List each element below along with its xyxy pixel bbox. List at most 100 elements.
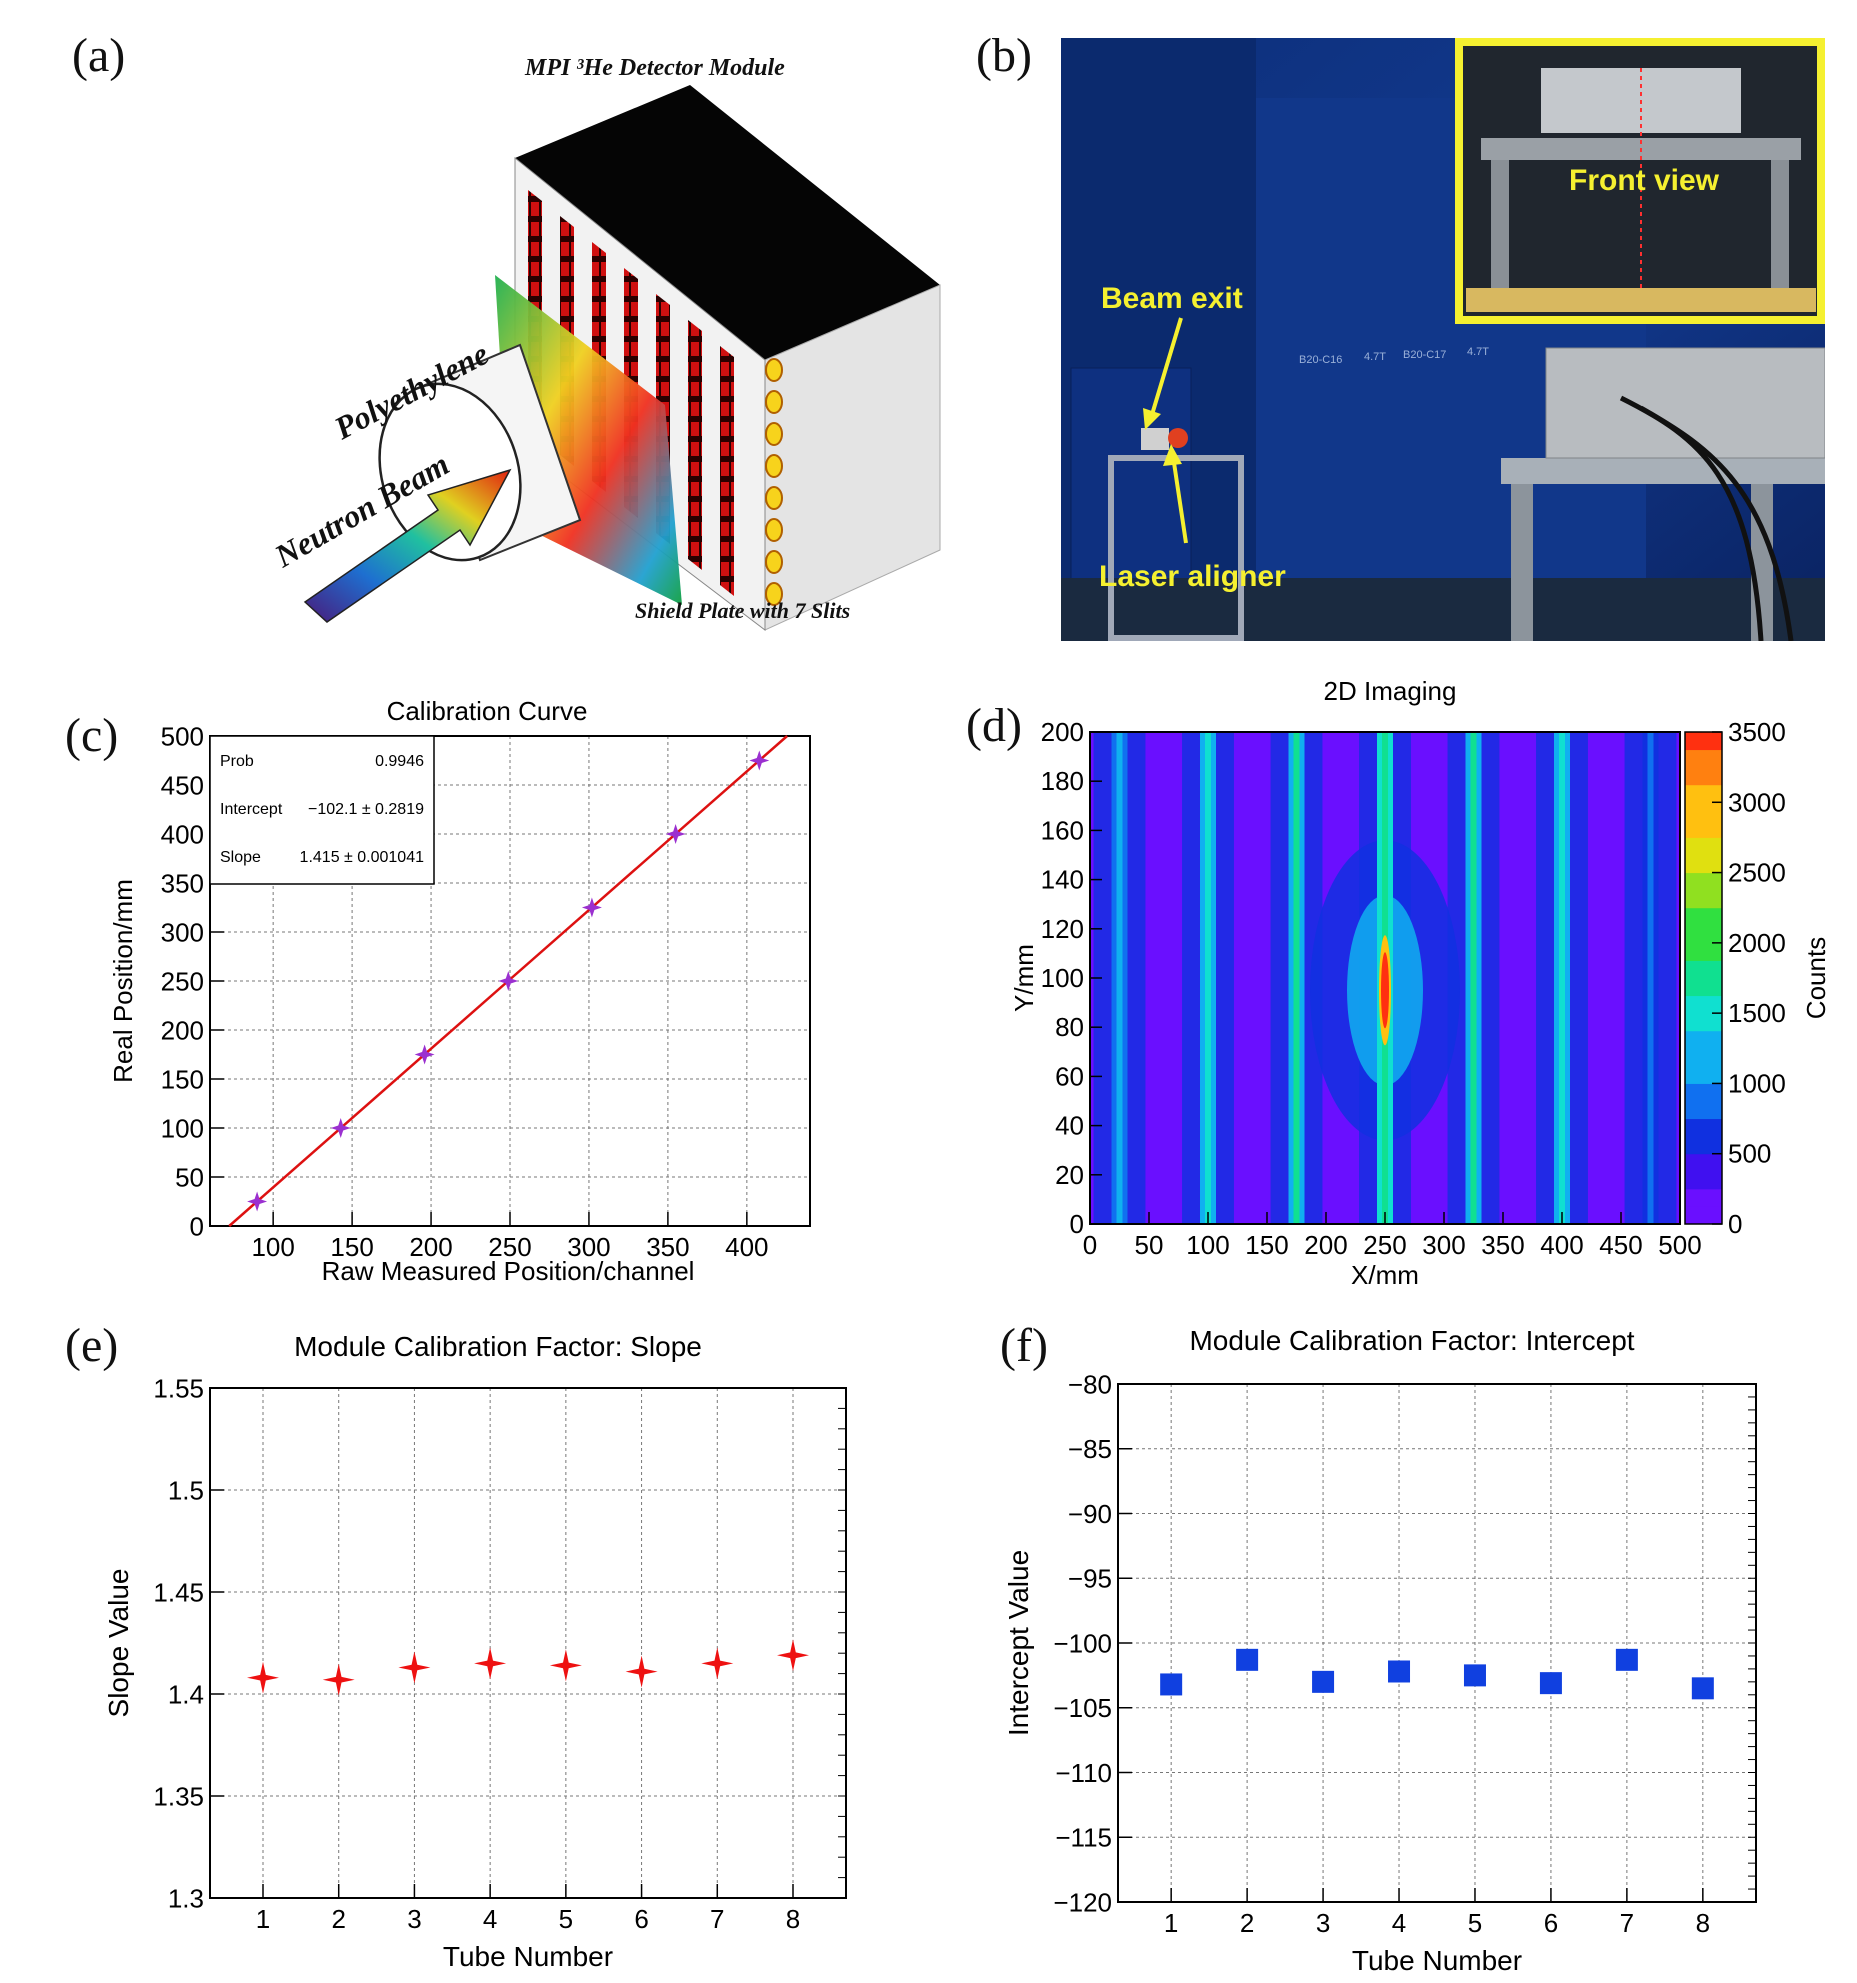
x-tick-label: 7 xyxy=(710,1904,724,1934)
x-tick-label: 5 xyxy=(1468,1908,1482,1938)
y-tick-label: −95 xyxy=(1068,1564,1112,1594)
data-point xyxy=(749,750,770,771)
wall-tag: B20-C16 xyxy=(1299,354,1342,366)
x-tick-label: 1 xyxy=(1164,1908,1178,1938)
tube-stripe-core xyxy=(1470,732,1477,1224)
colorbar-segment xyxy=(1685,784,1722,803)
shield-plate-label: Shield Plate with 7 Slits xyxy=(635,598,850,623)
laser-aligner-pointer-head xyxy=(1163,444,1182,466)
x-tick-label: 0 xyxy=(1083,1230,1097,1260)
inset-leg-left xyxy=(1491,160,1509,290)
data-point xyxy=(1312,1670,1335,1693)
colorbar-segment xyxy=(1685,1136,1722,1155)
colorbar-tick-label: 2000 xyxy=(1728,928,1786,958)
detector-table-leg-left xyxy=(1511,484,1533,641)
colorbar-segment xyxy=(1685,1101,1722,1120)
data-point xyxy=(322,1663,355,1696)
y-tick-label: 200 xyxy=(161,1015,204,1045)
x-tick-label: 1 xyxy=(256,1904,270,1934)
y-tick-label: 1.5 xyxy=(168,1475,204,1505)
y-tick-label: 20 xyxy=(1055,1160,1084,1190)
colorbar-segment xyxy=(1685,1083,1722,1102)
intercept-factor-chart: 1 2 3 4 5 6 7 8 −120 −115 −110 −105 −100 −95 −90 −85 −80… xyxy=(1003,1325,1757,1976)
x-tick-label: 3 xyxy=(1316,1908,1330,1938)
colorbar-tick-label: 3000 xyxy=(1728,787,1786,817)
y-tick-label: −85 xyxy=(1068,1434,1112,1464)
colorbar-segment xyxy=(1685,942,1722,961)
x-tick-label: 2 xyxy=(331,1904,345,1934)
colorbar-segment xyxy=(1685,960,1722,979)
y-tick-label: 180 xyxy=(1041,766,1084,796)
y-tick-label: −100 xyxy=(1053,1628,1112,1658)
y-tick-label: 450 xyxy=(161,770,204,800)
y-tick-label: 0 xyxy=(190,1211,204,1241)
colorbar-label: Counts xyxy=(1801,937,1831,1019)
y-tick-label: 250 xyxy=(161,966,204,996)
panel-letter-f: (f) xyxy=(1000,1319,1048,1372)
y-tick-label: 1.35 xyxy=(153,1781,204,1811)
x-axis-label: X/mm xyxy=(1351,1260,1419,1290)
colorbar-segment xyxy=(1685,978,1722,997)
x-tick-label: 150 xyxy=(330,1232,373,1262)
y-tick-label: 40 xyxy=(1055,1111,1084,1141)
y-tick-label: 400 xyxy=(161,819,204,849)
data-point xyxy=(1463,1664,1486,1687)
panel-a-title: MPI ³He Detector Module xyxy=(524,55,785,81)
x-tick-label: 300 xyxy=(567,1232,610,1262)
data-point xyxy=(701,1647,734,1680)
chart-title: Calibration Curve xyxy=(387,696,588,726)
colorbar-segment xyxy=(1685,749,1722,768)
tube-stripe-core xyxy=(1205,732,1211,1224)
x-tick-label: 450 xyxy=(1599,1230,1642,1260)
colorbar-segment xyxy=(1685,1206,1722,1225)
beam-exit-pointer-head xyxy=(1143,408,1161,430)
stats-label: Slope xyxy=(220,849,261,866)
hotspot-core xyxy=(1381,952,1389,1029)
wall-tag: 4.7T xyxy=(1467,346,1489,358)
colorbar-tick-label: 500 xyxy=(1728,1139,1771,1169)
x-axis-label: Tube Number xyxy=(443,1941,613,1972)
colorbar-segment xyxy=(1685,767,1722,786)
stats-value: 1.415 ± 0.001041 xyxy=(300,849,425,866)
x-tick-label: 300 xyxy=(1422,1230,1465,1260)
y-tick-label: 150 xyxy=(161,1064,204,1094)
stats-value: −102.1 ± 0.2819 xyxy=(308,801,424,818)
imaging-2d-chart: 0 50 100 150 200 250 300 350 400 450 500 0 20 40 60 80 1… xyxy=(1009,676,1831,1290)
front-view-label: Front view xyxy=(1569,164,1720,197)
data-point xyxy=(247,1661,279,1694)
calibration-curve-chart: 100 150 200 250 300 350 400 0 50 100 150 200 250 300 3… xyxy=(108,696,811,1286)
data-point xyxy=(330,1118,351,1138)
x-tick-label: 150 xyxy=(1245,1230,1288,1260)
data-point xyxy=(549,1649,582,1682)
colorbar-segment xyxy=(1685,1048,1722,1067)
data-point xyxy=(1691,1677,1714,1700)
panel-letter-b: (b) xyxy=(976,29,1032,82)
colorbar-segment xyxy=(1685,1188,1722,1207)
tube-stripe-core xyxy=(1116,732,1123,1224)
colorbar-frame xyxy=(1684,731,1723,1225)
x-tick-label: 500 xyxy=(1658,1230,1701,1260)
x-tick-label: 200 xyxy=(1304,1230,1347,1260)
data-point xyxy=(1236,1648,1259,1671)
data-point xyxy=(414,1044,435,1065)
detector-top-face xyxy=(515,85,940,360)
x-tick-label: 4 xyxy=(1392,1908,1406,1938)
y-tick-label: −105 xyxy=(1053,1693,1112,1723)
laser-aligner-label: Laser aligner xyxy=(1099,560,1286,593)
x-tick-label: 7 xyxy=(1620,1908,1634,1938)
laser-aligner-dot xyxy=(1168,428,1188,448)
colorbar-segment xyxy=(1685,1118,1722,1137)
colorbar-segment xyxy=(1685,890,1722,909)
x-tick-label: 50 xyxy=(1135,1230,1164,1260)
detector-table-leg-right xyxy=(1751,484,1773,641)
x-tick-label: 5 xyxy=(559,1904,573,1934)
y-tick-label: 0 xyxy=(1070,1209,1084,1239)
stats-label: Intercept xyxy=(220,801,283,818)
x-tick-label: 350 xyxy=(1481,1230,1524,1260)
x-tick-label: 4 xyxy=(483,1904,497,1934)
y-axis-label: Slope Value xyxy=(103,1569,134,1718)
x-axis-label: Raw Measured Position/channel xyxy=(322,1256,695,1286)
data-point xyxy=(474,1647,507,1680)
colorbar-segment xyxy=(1685,1013,1722,1032)
beam-exit-label: Beam exit xyxy=(1101,282,1243,315)
